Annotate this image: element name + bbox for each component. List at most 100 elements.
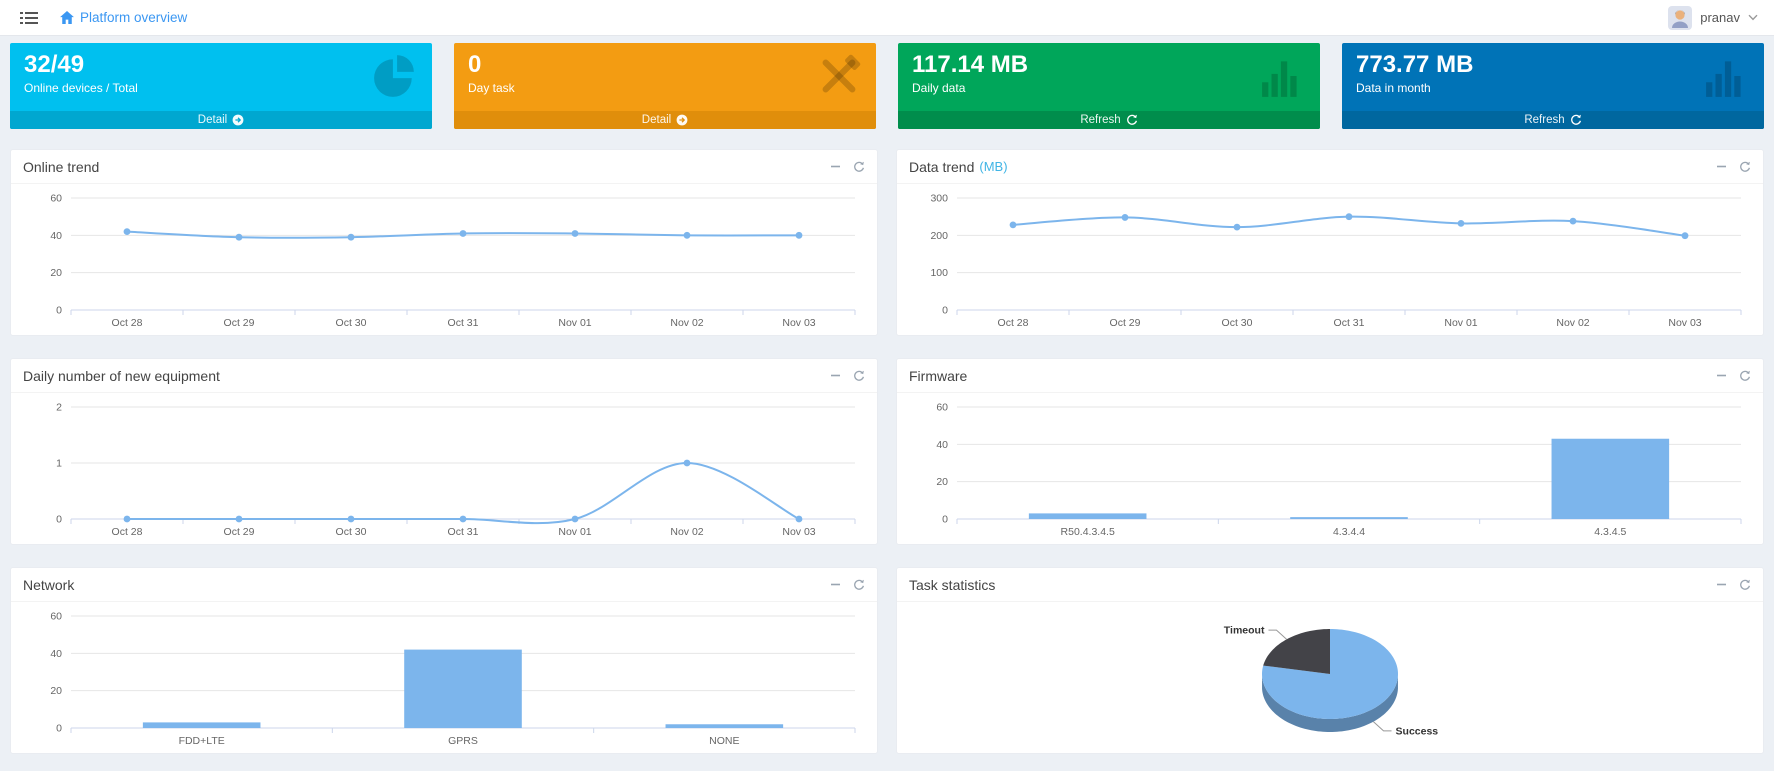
svg-text:Oct 28: Oct 28 <box>112 317 143 329</box>
online-trend-chart: 0 20 40 60 Oct 28 Oct 29 Oct 30 Oct 31 Nov 01 Nov… <box>50 193 856 329</box>
user-name: pranav <box>1700 10 1740 25</box>
stat-card-online-devices: 32/49 Online devices / Total Detail <box>10 43 432 129</box>
home-icon <box>60 11 74 24</box>
stat-card-day-task: 0 Day task Detail <box>454 43 876 129</box>
svg-text:60: 60 <box>936 402 948 414</box>
refresh-link[interactable]: Refresh <box>1342 111 1764 129</box>
stat-card-month-data: 773.77 MB Data in month Refresh <box>1342 43 1764 129</box>
svg-text:40: 40 <box>936 439 948 451</box>
minus-icon <box>831 374 840 377</box>
svg-text:20: 20 <box>50 685 62 697</box>
svg-text:4.3.4.5: 4.3.4.5 <box>1594 526 1626 538</box>
refresh-icon <box>854 579 865 590</box>
stat-value: 117.14 MB <box>912 51 1029 78</box>
svg-text:R50.4.3.4.5: R50.4.3.4.5 <box>1061 526 1115 538</box>
refresh-button[interactable] <box>853 161 865 173</box>
panel-title: Firmware <box>909 367 968 384</box>
task-statistics-chart: Success Timeout <box>1224 625 1439 738</box>
panel-online-trend: Online trend 0 20 40 60 Oct 28 Oct 29 Oct 30 Oc… <box>10 149 878 336</box>
svg-text:Oct 31: Oct 31 <box>1334 317 1365 329</box>
svg-text:GPRS: GPRS <box>448 735 478 747</box>
refresh-link[interactable]: Refresh <box>898 111 1320 129</box>
refresh-button[interactable] <box>853 579 865 591</box>
bar-chart-icon <box>1704 53 1750 104</box>
svg-text:300: 300 <box>930 193 948 205</box>
svg-text:Oct 29: Oct 29 <box>1110 317 1141 329</box>
svg-text:Oct 30: Oct 30 <box>1222 317 1253 329</box>
svg-text:60: 60 <box>50 611 62 623</box>
user-menu[interactable]: pranav <box>1668 5 1758 30</box>
svg-text:0: 0 <box>56 514 62 526</box>
svg-text:Oct 29: Oct 29 <box>224 317 255 329</box>
panel-title: Network <box>23 576 75 593</box>
refresh-icon <box>1570 114 1581 125</box>
svg-text:40: 40 <box>50 648 62 660</box>
svg-text:Oct 29: Oct 29 <box>224 526 255 538</box>
detail-link[interactable]: Detail <box>454 111 876 129</box>
minus-icon <box>831 583 840 586</box>
svg-text:Oct 31: Oct 31 <box>448 526 479 538</box>
stat-value: 32/49 <box>24 51 85 78</box>
svg-text:Nov 02: Nov 02 <box>670 317 703 329</box>
arrow-circle-right-icon <box>676 114 688 126</box>
collapse-button[interactable] <box>830 370 841 381</box>
sidebar-toggle-button[interactable] <box>16 7 42 29</box>
svg-text:Oct 28: Oct 28 <box>998 317 1029 329</box>
arrow-circle-right-icon <box>232 114 244 126</box>
svg-text:0: 0 <box>56 723 62 735</box>
stat-cards-row: 32/49 Online devices / Total Detail 0 Da… <box>10 43 1764 129</box>
svg-text:Success: Success <box>1396 725 1439 737</box>
svg-text:4.3.4.4: 4.3.4.4 <box>1333 526 1365 538</box>
svg-text:60: 60 <box>50 193 62 205</box>
stat-label: Data in month <box>1356 81 1431 95</box>
collapse-button[interactable] <box>1716 161 1727 172</box>
svg-text:Nov 02: Nov 02 <box>670 526 703 538</box>
minus-icon <box>831 165 840 168</box>
panel-title-unit: (MB) <box>979 159 1008 174</box>
pie-chart-icon <box>372 53 418 104</box>
hamburger-icon <box>20 11 38 24</box>
panel-firmware: Firmware 0 20 40 60 R50.4.3.4.5 4.3.4.4 4.3.4.… <box>896 358 1764 545</box>
svg-text:Oct 30: Oct 30 <box>336 317 367 329</box>
svg-text:0: 0 <box>942 305 948 317</box>
svg-text:20: 20 <box>50 267 62 279</box>
svg-text:Nov 03: Nov 03 <box>782 526 815 538</box>
collapse-button[interactable] <box>1716 579 1727 590</box>
stat-card-daily-data: 117.14 MB Daily data Refresh <box>898 43 1320 129</box>
svg-text:40: 40 <box>50 230 62 242</box>
detail-link[interactable]: Detail <box>10 111 432 129</box>
minus-icon <box>1717 165 1726 168</box>
breadcrumb-label: Platform overview <box>80 10 188 25</box>
breadcrumb[interactable]: Platform overview <box>60 10 187 25</box>
refresh-icon <box>1740 161 1751 172</box>
refresh-button[interactable] <box>1739 579 1751 591</box>
minus-icon <box>1717 374 1726 377</box>
avatar <box>1668 5 1693 30</box>
svg-text:Timeout: Timeout <box>1224 625 1265 637</box>
svg-text:Nov 02: Nov 02 <box>1556 317 1589 329</box>
svg-text:0: 0 <box>942 514 948 526</box>
top-navbar: Platform overview pranav <box>0 0 1774 36</box>
panel-title: Daily number of new equipment <box>23 367 220 384</box>
refresh-icon <box>854 161 865 172</box>
refresh-button[interactable] <box>1739 370 1751 382</box>
stat-label: Daily data <box>912 81 966 95</box>
refresh-button[interactable] <box>1739 161 1751 173</box>
refresh-button[interactable] <box>853 370 865 382</box>
collapse-button[interactable] <box>830 579 841 590</box>
stat-label: Online devices / Total <box>24 81 138 95</box>
refresh-icon <box>854 370 865 381</box>
network-chart: 0 20 40 60 FDD+LTE GPRS NONE <box>50 611 856 747</box>
collapse-button[interactable] <box>1716 370 1727 381</box>
panel-title: Task statistics <box>909 576 996 593</box>
svg-text:1: 1 <box>56 458 62 470</box>
panel-data-trend: Data trend (MB) 0 100 200 300 Oct 28 Oct 29 Oc… <box>896 149 1764 336</box>
panel-title: Data trend <box>909 158 975 175</box>
stat-label: Day task <box>468 81 515 95</box>
bar-chart-icon <box>1260 53 1306 104</box>
refresh-icon <box>1740 579 1751 590</box>
panel-network: Network 0 20 40 60 FDD+LTE GPRS NONE <box>10 567 878 754</box>
charts-grid: Online trend 0 20 40 60 Oct 28 Oct 29 Oct 30 Oc… <box>10 149 1764 754</box>
collapse-button[interactable] <box>830 161 841 172</box>
firmware-chart: 0 20 40 60 R50.4.3.4.5 4.3.4.4 4.3.4.5 <box>936 402 1742 538</box>
